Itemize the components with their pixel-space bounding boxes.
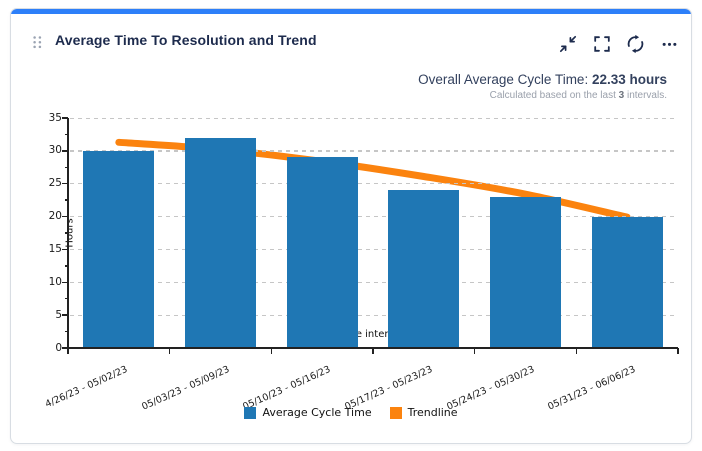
y-axis-tick bbox=[62, 347, 68, 349]
y-axis-tick-label: 0 bbox=[55, 341, 62, 354]
y-axis-tick-label: 15 bbox=[48, 242, 62, 255]
drag-handle-icon[interactable] bbox=[32, 35, 43, 50]
x-axis-tick bbox=[67, 348, 69, 354]
x-axis-tick bbox=[677, 348, 679, 354]
legend-swatch-blue bbox=[244, 406, 257, 419]
y-axis-tick-label: 5 bbox=[55, 308, 62, 321]
chart-legend: Average Cycle Time Trendline bbox=[11, 406, 691, 419]
gridline bbox=[70, 216, 678, 218]
overall-subtitle: Calculated based on the last 3 intervals… bbox=[489, 89, 667, 101]
y-axis-minor-tick bbox=[64, 199, 68, 201]
collapse-button[interactable] bbox=[557, 34, 578, 54]
more-options-button[interactable] bbox=[659, 34, 680, 54]
y-axis-minor-tick bbox=[64, 298, 68, 300]
y-axis-tick-label: 20 bbox=[48, 210, 62, 223]
bar-average-cycle-time bbox=[83, 150, 155, 348]
collapse-icon bbox=[559, 35, 576, 53]
y-axis-minor-tick bbox=[64, 133, 68, 136]
gridline bbox=[70, 183, 678, 185]
chart-widget-card: Average Time To Resolution and Trend bbox=[10, 8, 692, 444]
legend-item-trendline[interactable]: Trendline bbox=[389, 406, 458, 419]
x-axis-label-wrap: 05/31/23 - 06/06/23 bbox=[11, 357, 638, 413]
fullscreen-icon bbox=[593, 36, 610, 52]
y-axis-tick bbox=[62, 215, 68, 218]
gridline bbox=[70, 117, 678, 119]
x-axis-title: Time intervals bbox=[337, 329, 409, 340]
bar-average-cycle-time bbox=[591, 216, 663, 348]
y-axis-tick bbox=[62, 150, 68, 152]
y-axis-tick-label: 30 bbox=[48, 144, 62, 157]
header-actions bbox=[557, 34, 680, 54]
y-axis-minor-tick bbox=[64, 265, 68, 267]
y-axis-minor-tick bbox=[64, 166, 68, 168]
bar-average-cycle-time bbox=[490, 196, 561, 348]
y-axis-minor-tick bbox=[64, 232, 68, 234]
y-axis-minor-tick bbox=[64, 330, 68, 333]
y-axis-tick-label: 35 bbox=[48, 111, 62, 124]
y-axis-tick bbox=[62, 314, 68, 316]
gridline bbox=[70, 314, 678, 316]
x-axis-tick bbox=[473, 348, 476, 354]
x-axis-tick bbox=[575, 348, 578, 354]
widget-title: Average Time To Resolution and Trend bbox=[55, 32, 317, 48]
y-axis-tick bbox=[62, 183, 68, 185]
overall-average-line: Overall Average Cycle Time: 22.33 hours bbox=[418, 72, 667, 89]
refresh-icon bbox=[627, 34, 644, 54]
bar-average-cycle-time bbox=[185, 137, 256, 348]
bar-average-cycle-time bbox=[286, 157, 358, 348]
y-axis-tick bbox=[62, 248, 68, 251]
x-axis-tick bbox=[372, 348, 374, 354]
gridline bbox=[70, 281, 678, 283]
overall-summary: Overall Average Cycle Time: 22.33 hours … bbox=[418, 72, 667, 102]
legend-item-average-cycle-time[interactable]: Average Cycle Time bbox=[244, 406, 372, 419]
x-axis-line bbox=[67, 347, 678, 349]
card-accent-bar bbox=[11, 9, 691, 14]
x-axis-tick bbox=[270, 348, 273, 354]
gridline bbox=[70, 248, 678, 251]
more-options-icon bbox=[662, 42, 677, 46]
gridline bbox=[70, 150, 678, 152]
overall-average-value: 22.33 hours bbox=[591, 72, 667, 87]
refresh-button[interactable] bbox=[625, 34, 646, 54]
overall-average-label: Overall Average Cycle Time: bbox=[418, 72, 592, 87]
y-axis-tick bbox=[62, 117, 68, 119]
y-axis-tick bbox=[62, 281, 68, 283]
legend-label: Average Cycle Time bbox=[262, 406, 372, 419]
fullscreen-button[interactable] bbox=[591, 34, 612, 54]
bar-average-cycle-time bbox=[388, 190, 460, 348]
legend-swatch-orange bbox=[389, 406, 402, 419]
x-axis-tick bbox=[168, 348, 171, 354]
bar-chart: Hours Time intervals 0 5 10 15 20 25 30 35 4/26/… bbox=[11, 9, 691, 443]
y-axis-tick-label: 25 bbox=[48, 177, 62, 190]
legend-label: Trendline bbox=[407, 406, 458, 419]
y-axis-line bbox=[67, 118, 69, 349]
y-axis-tick-label: 10 bbox=[48, 275, 62, 288]
